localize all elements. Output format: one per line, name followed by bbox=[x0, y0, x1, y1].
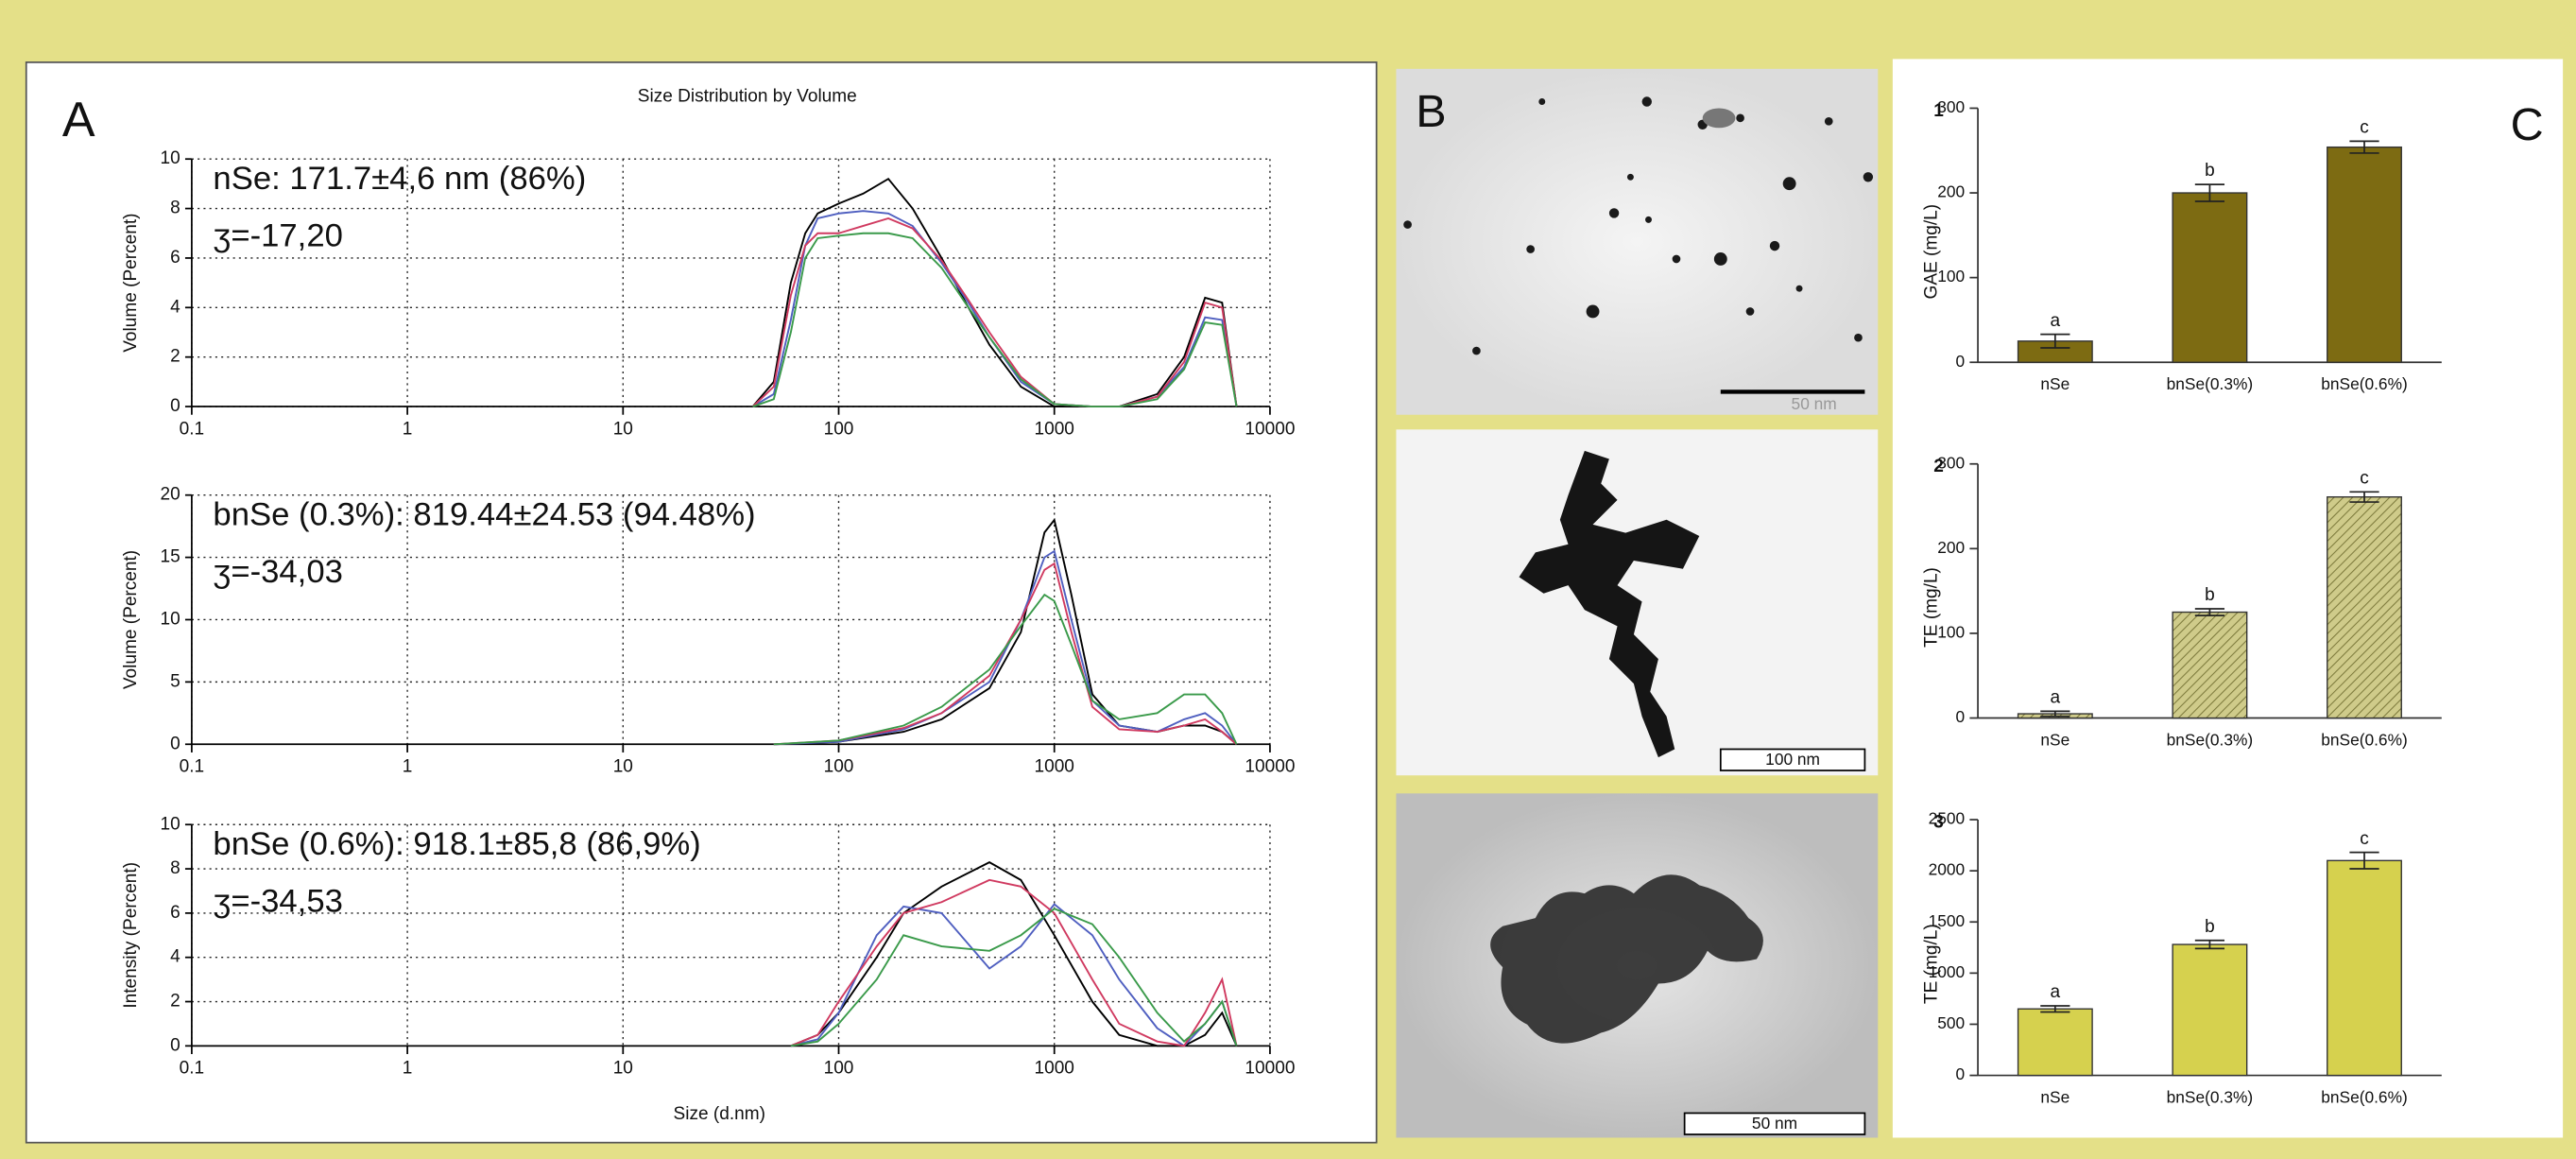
x-tick-label: 100 bbox=[824, 1059, 854, 1079]
bar bbox=[2172, 193, 2247, 362]
y-tick-label: 8 bbox=[170, 199, 180, 218]
panel-label: C bbox=[2511, 99, 2544, 150]
y-axis-label: TE (mg/L) bbox=[1922, 924, 1942, 1004]
y-tick-label: 2 bbox=[170, 992, 180, 1012]
x-axis-label: Size (d.nm) bbox=[674, 1104, 765, 1124]
x-tick-label: nSe bbox=[2040, 1087, 2069, 1106]
panel-number: 2 bbox=[1933, 457, 1944, 476]
tem-image: 50 nm bbox=[1396, 793, 1878, 1137]
x-tick-label: 10000 bbox=[1245, 419, 1295, 439]
y-tick-label: 8 bbox=[170, 858, 180, 878]
y-tick-label: 0 bbox=[170, 1035, 180, 1055]
x-tick-label: bnSe(0.6%) bbox=[2321, 374, 2408, 393]
y-axis-label: Volume (Percent) bbox=[121, 550, 141, 689]
bar bbox=[2172, 944, 2247, 1076]
x-tick-label: bnSe(0.3%) bbox=[2167, 1087, 2254, 1106]
panel-label: A bbox=[62, 93, 95, 147]
annotation: bnSe (0.6%): 918.1±85,8 (86,9%) bbox=[213, 826, 700, 862]
y-tick-label: 6 bbox=[170, 903, 180, 923]
x-tick-label: 1000 bbox=[1035, 757, 1074, 777]
bar bbox=[2327, 147, 2402, 363]
panel-number: 3 bbox=[1933, 813, 1944, 833]
scale-bar-label: 50 nm bbox=[1752, 1114, 1797, 1133]
y-tick-label: 200 bbox=[1937, 182, 1965, 201]
panel-number: 1 bbox=[1933, 101, 1944, 121]
x-tick-label: 0.1 bbox=[180, 1059, 205, 1079]
y-tick-label: 5 bbox=[170, 671, 180, 691]
y-tick-label: 20 bbox=[161, 485, 180, 505]
y-axis-label: TE (mg/L) bbox=[1922, 567, 1942, 648]
x-tick-label: 1 bbox=[403, 1059, 413, 1079]
x-tick-label: 10 bbox=[613, 757, 633, 777]
tem-image: 50 nm bbox=[1396, 69, 1878, 415]
annotation: nSe: 171.7±4,6 nm (86%) bbox=[213, 161, 586, 197]
y-tick-label: 10 bbox=[161, 148, 180, 168]
significance-letter: c bbox=[2360, 118, 2369, 138]
y-tick-label: 15 bbox=[161, 547, 180, 567]
x-tick-label: nSe bbox=[2040, 374, 2069, 393]
significance-letter: b bbox=[2205, 585, 2215, 605]
bar bbox=[2172, 613, 2247, 718]
panel-label: B bbox=[1416, 86, 1446, 137]
scale-bar-label: 50 nm bbox=[1792, 394, 1837, 413]
x-tick-label: 0.1 bbox=[180, 419, 205, 439]
x-tick-label: 1000 bbox=[1035, 1059, 1074, 1079]
x-tick-label: bnSe(0.6%) bbox=[2321, 730, 2408, 749]
x-tick-label: 100 bbox=[824, 757, 854, 777]
significance-letter: b bbox=[2205, 161, 2215, 181]
significance-letter: a bbox=[2051, 688, 2061, 708]
y-tick-label: 10 bbox=[161, 610, 180, 630]
x-tick-label: 10000 bbox=[1245, 757, 1295, 777]
x-tick-label: 1 bbox=[403, 419, 413, 439]
chart-title: Size Distribution by Volume bbox=[638, 86, 857, 106]
bar bbox=[2018, 1009, 2093, 1075]
y-tick-label: 10 bbox=[161, 814, 180, 834]
bar bbox=[2327, 497, 2402, 718]
y-tick-label: 2 bbox=[170, 347, 180, 367]
annotation: bnSe (0.3%): 819.44±24.53 (94.48%) bbox=[213, 496, 755, 532]
significance-letter: a bbox=[2051, 311, 2061, 331]
annotation: ʒ=-34,03 bbox=[213, 554, 342, 590]
y-tick-label: 0 bbox=[1956, 352, 1966, 371]
y-tick-label: 4 bbox=[170, 297, 180, 317]
figure: 50 nm 100 nm 50 nm A B C 02468100.111010… bbox=[0, 0, 2576, 1159]
x-tick-label: 10 bbox=[613, 419, 633, 439]
y-tick-label: 0 bbox=[170, 734, 180, 753]
y-tick-label: 0 bbox=[1956, 1064, 1966, 1083]
y-axis-label: GAE (mg/L) bbox=[1922, 204, 1942, 300]
annotation: ʒ=-34,53 bbox=[213, 884, 342, 920]
y-tick-label: 200 bbox=[1937, 538, 1965, 557]
y-axis-label: Intensity (Percent) bbox=[121, 862, 141, 1009]
x-tick-label: bnSe(0.3%) bbox=[2167, 730, 2254, 749]
x-tick-label: 0.1 bbox=[180, 757, 205, 777]
significance-letter: b bbox=[2205, 917, 2215, 937]
x-tick-label: 1 bbox=[403, 757, 413, 777]
y-tick-label: 4 bbox=[170, 947, 180, 967]
x-tick-label: bnSe(0.6%) bbox=[2321, 1087, 2408, 1106]
y-tick-label: 6 bbox=[170, 248, 180, 268]
x-tick-label: 100 bbox=[824, 419, 854, 439]
significance-letter: c bbox=[2360, 468, 2369, 488]
x-tick-label: 10 bbox=[613, 1059, 633, 1079]
x-tick-label: 1000 bbox=[1035, 419, 1074, 439]
y-tick-label: 100 bbox=[1937, 623, 1965, 642]
x-tick-label: nSe bbox=[2040, 730, 2069, 749]
significance-letter: a bbox=[2051, 982, 2061, 1002]
tem-image: 100 nm bbox=[1396, 429, 1878, 775]
bar bbox=[2327, 860, 2402, 1075]
y-tick-label: 0 bbox=[1956, 707, 1966, 726]
y-tick-label: 0 bbox=[170, 396, 180, 416]
annotation: ʒ=-17,20 bbox=[213, 218, 342, 254]
y-tick-label: 100 bbox=[1937, 267, 1965, 285]
scale-bar-label: 100 nm bbox=[1765, 750, 1820, 769]
x-tick-label: 10000 bbox=[1245, 1059, 1295, 1079]
y-tick-label: 500 bbox=[1937, 1013, 1965, 1032]
x-tick-label: bnSe(0.3%) bbox=[2167, 374, 2254, 393]
significance-letter: c bbox=[2360, 829, 2369, 849]
y-tick-label: 2000 bbox=[1929, 860, 1966, 879]
y-axis-label: Volume (Percent) bbox=[121, 213, 141, 352]
